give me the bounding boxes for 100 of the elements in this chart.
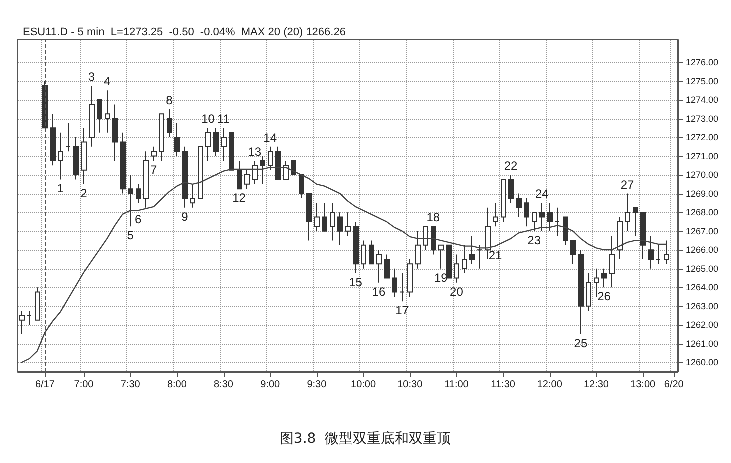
candlestick xyxy=(229,132,234,171)
candlestick xyxy=(190,184,195,208)
y-tick-label: 1263.00 xyxy=(686,301,719,312)
candlestick xyxy=(120,132,126,194)
candlestick xyxy=(97,100,102,134)
text: 3 xyxy=(88,70,96,84)
x-tick-label: 6/20 xyxy=(664,380,684,390)
x-tick-label: 13:00 xyxy=(630,380,656,390)
candlestick xyxy=(423,226,428,251)
y-tick-label: 1271.00 xyxy=(686,151,719,162)
text: 12 xyxy=(232,191,246,206)
text: 10 xyxy=(202,112,215,126)
text: 25 xyxy=(574,336,588,350)
text: 11 xyxy=(218,112,230,126)
candlestick xyxy=(299,174,304,199)
candlestick xyxy=(601,268,607,288)
y-tick-label: 1265.00 xyxy=(686,264,719,274)
candlestick xyxy=(50,114,56,166)
candlestick xyxy=(306,193,312,242)
candlestick xyxy=(454,254,459,284)
text: 21 xyxy=(488,248,502,262)
y-tick-label: 1274.00 xyxy=(686,95,719,106)
y-tick-label: 1276.00 xyxy=(686,58,719,68)
candlestick xyxy=(283,160,289,180)
candlestick xyxy=(555,207,560,237)
candlestick xyxy=(369,240,374,265)
x-tick-label: 12:00 xyxy=(537,380,563,390)
y-tick-label: 1275.00 xyxy=(686,76,719,86)
candlestick xyxy=(182,146,188,208)
candlestick xyxy=(392,268,397,298)
y-tick-label: 1267.00 xyxy=(686,226,719,236)
candlestick xyxy=(322,202,327,232)
y-tick-label: 1266.00 xyxy=(686,245,719,256)
candlestick xyxy=(508,174,514,204)
text: 24 xyxy=(535,187,549,202)
text: 2 xyxy=(80,186,88,200)
candlestick xyxy=(438,244,444,270)
y-tick-label: 1273.00 xyxy=(686,114,719,124)
candlestick xyxy=(625,193,630,232)
x-tick-label: 11:30 xyxy=(491,380,516,390)
candlestick xyxy=(89,85,95,148)
x-tick-label: 7:00 xyxy=(74,380,94,390)
candlestick xyxy=(532,212,537,232)
text: 17 xyxy=(396,304,410,318)
candlestick xyxy=(58,132,63,180)
candlestick xyxy=(446,244,452,279)
candlestick xyxy=(384,254,390,279)
candlestick xyxy=(617,216,623,260)
text: 23 xyxy=(528,233,542,248)
text: 20 xyxy=(450,284,464,299)
candlestick xyxy=(330,202,335,242)
candlestick xyxy=(400,273,405,302)
y-tick-label: 1260.00 xyxy=(686,358,719,368)
candlestick xyxy=(252,160,258,185)
candlestick xyxy=(656,244,661,265)
candlestick xyxy=(159,114,164,162)
text: 16 xyxy=(372,284,386,299)
x-tick-label: 11:00 xyxy=(444,380,470,390)
text: 15 xyxy=(349,276,362,290)
candlestick xyxy=(501,179,506,222)
candlestick xyxy=(151,146,157,162)
candlestick xyxy=(547,202,553,232)
candlestick xyxy=(594,268,599,298)
candlestick xyxy=(664,240,669,265)
candlestick xyxy=(524,198,529,228)
candlestick xyxy=(198,146,203,199)
x-tick-label: 6/17 xyxy=(35,380,56,390)
candlestick xyxy=(174,122,180,157)
y-tick-label: 1270.00 xyxy=(686,170,719,180)
candlestick xyxy=(353,221,359,274)
candlestick xyxy=(493,202,498,228)
text: 18 xyxy=(426,210,440,225)
candlestick xyxy=(633,207,638,237)
text: 14 xyxy=(264,130,278,145)
candlestick xyxy=(586,273,591,312)
candlestick xyxy=(66,122,71,152)
candlestick xyxy=(268,146,273,171)
candlestick xyxy=(431,226,436,256)
candlestick xyxy=(128,174,133,228)
candlestick xyxy=(407,258,413,298)
text: 13 xyxy=(248,144,262,159)
text: 7 xyxy=(150,162,158,177)
text: 5 xyxy=(127,228,134,243)
text: 图3.8 微型双重底和双重顶 xyxy=(280,431,452,447)
text: 8 xyxy=(166,93,173,108)
candlestick xyxy=(244,170,250,190)
y-tick-label: 1264.00 xyxy=(686,282,719,293)
candlestick xyxy=(81,128,87,185)
text: 22 xyxy=(504,159,518,174)
candlestick xyxy=(570,240,576,265)
x-tick-label: 9:00 xyxy=(260,380,281,390)
y-tick-label: 1261.00 xyxy=(686,338,719,349)
candlestick xyxy=(609,236,615,288)
candlestick xyxy=(27,310,32,326)
text: 26 xyxy=(598,290,611,304)
candlestick xyxy=(237,160,242,190)
candlestick xyxy=(376,250,382,284)
candlestick xyxy=(640,212,646,260)
candlestick xyxy=(221,128,227,162)
candlestick xyxy=(477,244,483,270)
